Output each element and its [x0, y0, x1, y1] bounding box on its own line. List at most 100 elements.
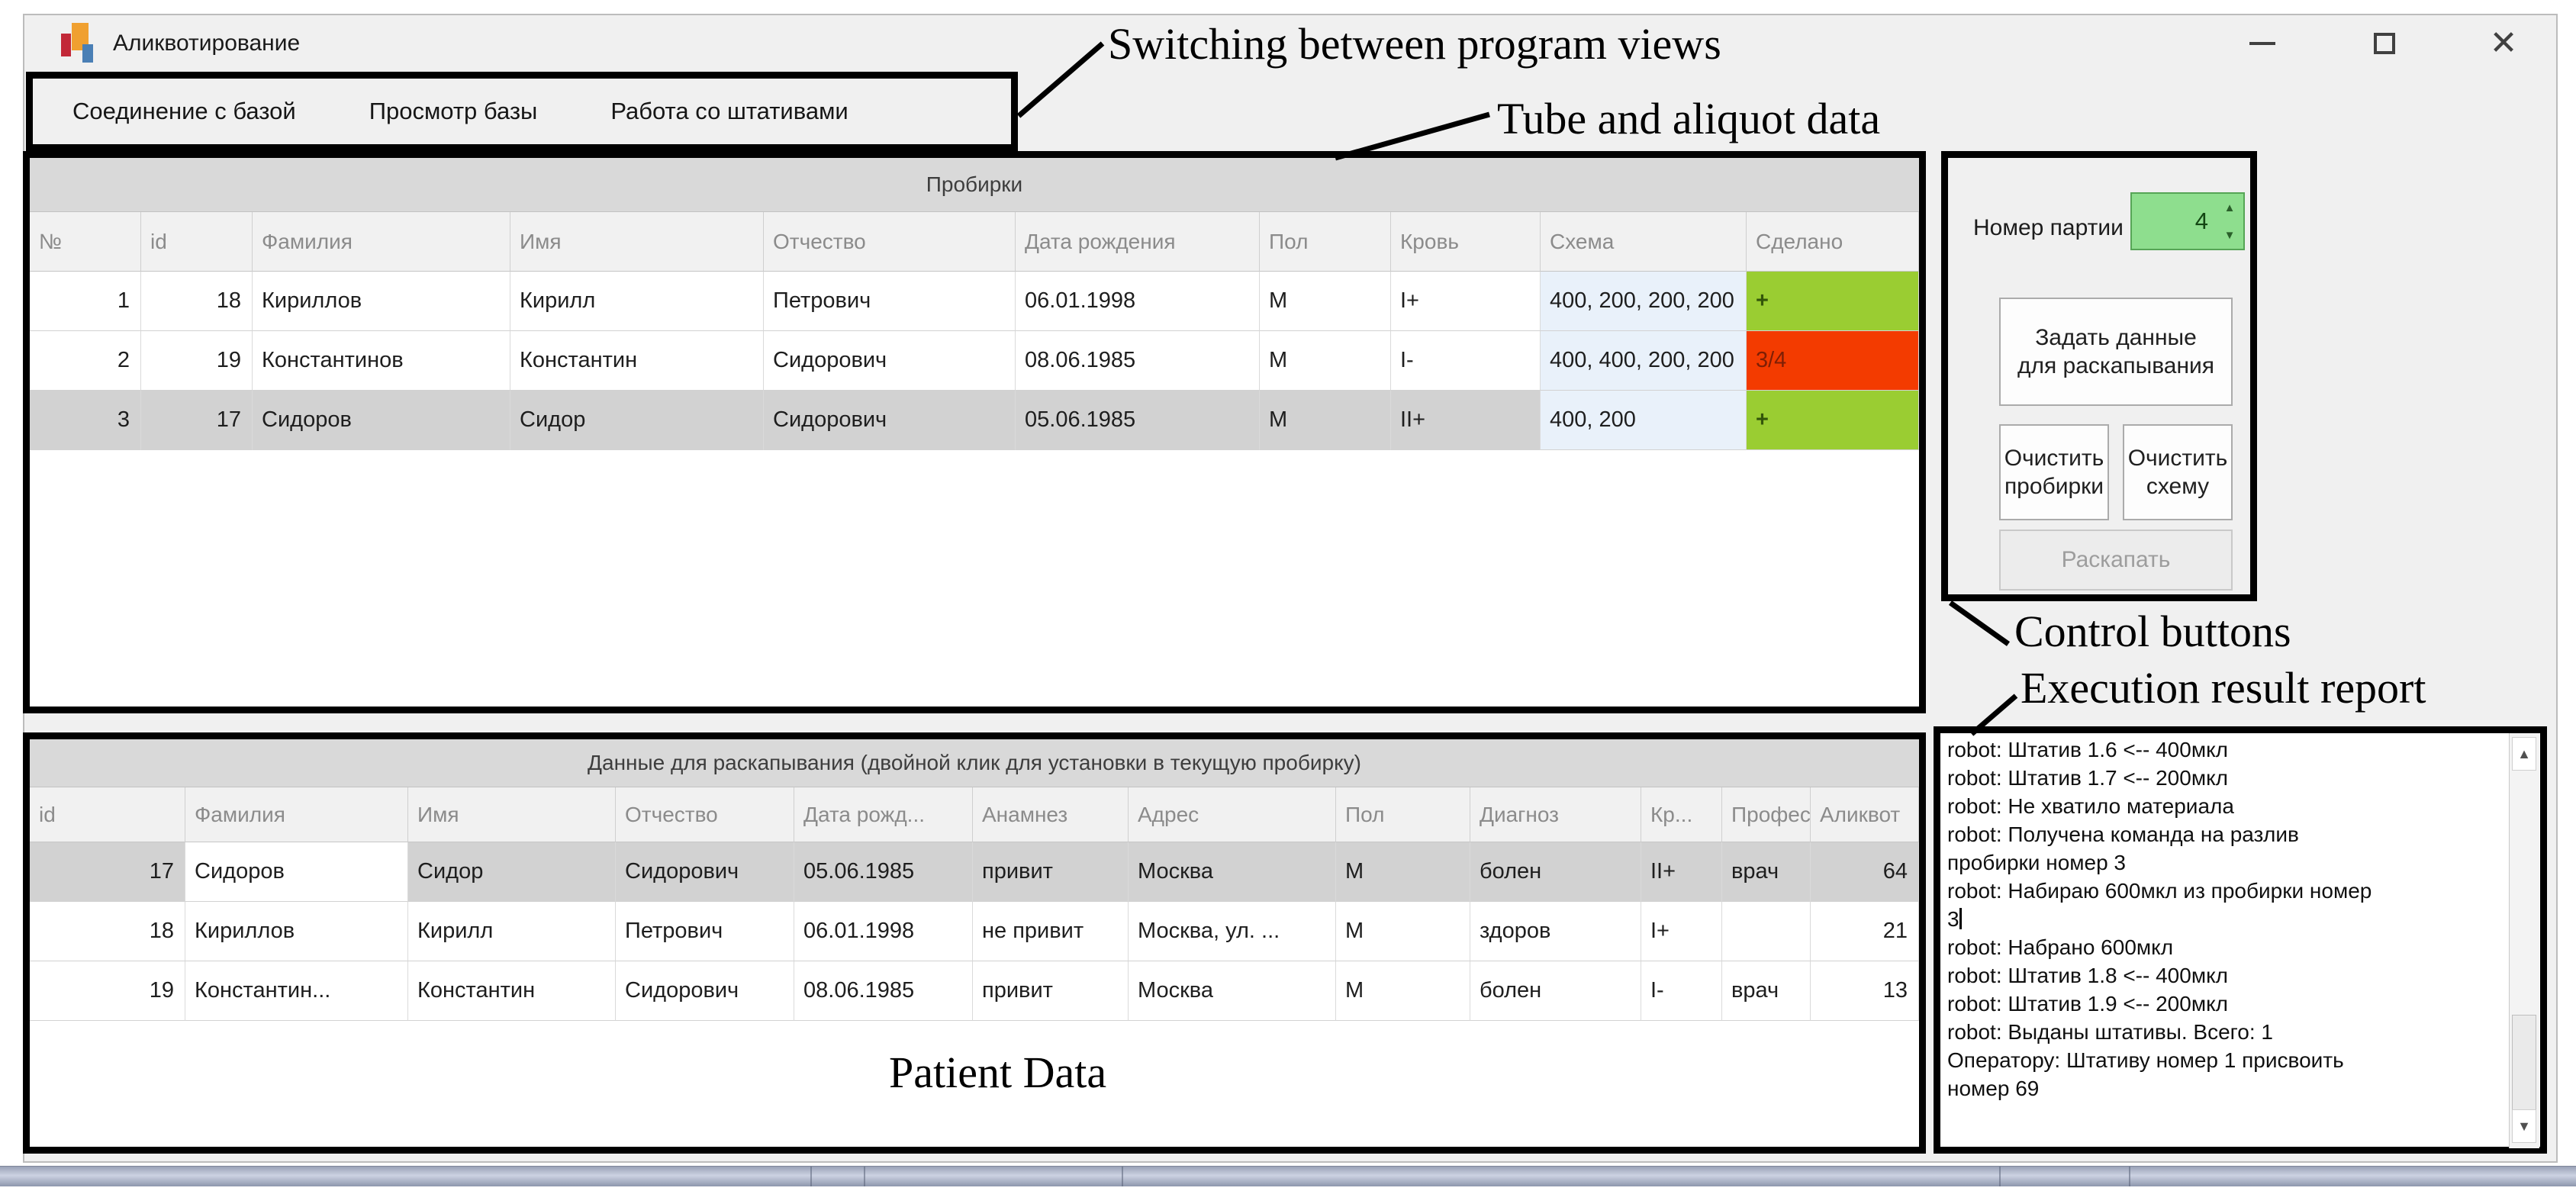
- tube-row-2-done-badge[interactable]: 3/4: [1747, 331, 1919, 391]
- tube-row-1-middlename[interactable]: Петрович: [764, 272, 1016, 331]
- spin-down-button[interactable]: ▼: [2216, 221, 2243, 249]
- tube-row-2-blood[interactable]: I-: [1391, 331, 1541, 391]
- patients-col-firstname[interactable]: Имя: [408, 787, 616, 842]
- patient-row-17-sex[interactable]: М: [1336, 842, 1470, 902]
- tube-row-1-lastname[interactable]: Кириллов: [253, 272, 510, 331]
- menu-item-db-view[interactable]: Просмотр базы: [369, 98, 538, 124]
- tubes-col-blood[interactable]: Кровь: [1391, 212, 1541, 272]
- tubes-col-num[interactable]: №: [30, 212, 141, 272]
- close-button[interactable]: ✕: [2477, 18, 2530, 69]
- tube-row-2-lastname[interactable]: Константинов: [253, 331, 510, 391]
- tubes-col-dob[interactable]: Дата рождения: [1016, 212, 1260, 272]
- patient-row-18-middlename[interactable]: Петрович: [616, 902, 794, 961]
- tube-row-3-done-badge[interactable]: +: [1747, 391, 1919, 450]
- patient-row-17-dob[interactable]: 05.06.1985: [794, 842, 973, 902]
- patient-row-19-profession[interactable]: врач: [1722, 961, 1811, 1021]
- patient-row-18-profession[interactable]: [1722, 902, 1811, 961]
- patient-row-17-address[interactable]: Москва: [1129, 842, 1336, 902]
- spin-up-button[interactable]: ▲: [2216, 194, 2243, 221]
- patients-col-aliquot[interactable]: Аликвот: [1811, 787, 1919, 842]
- tube-row-2-dob[interactable]: 08.06.1985: [1016, 331, 1260, 391]
- patient-row-18-diagnosis[interactable]: здоров: [1470, 902, 1641, 961]
- patients-col-id[interactable]: id: [30, 787, 185, 842]
- patient-row-19-firstname[interactable]: Константин: [408, 961, 616, 1021]
- tubes-col-middlename[interactable]: Отчество: [764, 212, 1016, 272]
- patient-row-17-lastname[interactable]: Сидоров: [185, 842, 408, 902]
- patient-row-18-address[interactable]: Москва, ул. ...: [1129, 902, 1336, 961]
- patients-col-sex[interactable]: Пол: [1336, 787, 1470, 842]
- patient-row-17-middlename[interactable]: Сидорович: [616, 842, 794, 902]
- patient-row-17-blood[interactable]: II+: [1641, 842, 1722, 902]
- patient-row-18-sex[interactable]: М: [1336, 902, 1470, 961]
- patient-row-18-blood[interactable]: I+: [1641, 902, 1722, 961]
- patient-row-19-id[interactable]: 19: [30, 961, 185, 1021]
- tubes-col-firstname[interactable]: Имя: [510, 212, 764, 272]
- patients-col-lastname[interactable]: Фамилия: [185, 787, 408, 842]
- maximize-button[interactable]: [2358, 18, 2411, 69]
- tube-row-2-firstname[interactable]: Константин: [510, 331, 764, 391]
- patients-col-address[interactable]: Адрес: [1129, 787, 1336, 842]
- tube-row-2-sex[interactable]: М: [1260, 331, 1391, 391]
- tubes-col-id[interactable]: id: [141, 212, 253, 272]
- clear-tubes-button[interactable]: Очистить пробирки: [1999, 424, 2109, 520]
- patient-row-18-aliquot[interactable]: 21: [1811, 902, 1919, 961]
- patient-row-19-lastname[interactable]: Константин...: [185, 961, 408, 1021]
- patient-row-19-middlename[interactable]: Сидорович: [616, 961, 794, 1021]
- tube-row-3-dob[interactable]: 05.06.1985: [1016, 391, 1260, 450]
- scroll-down-button[interactable]: ▼: [2512, 1109, 2536, 1143]
- tube-row-3-firstname[interactable]: Сидор: [510, 391, 764, 450]
- patients-col-diagnosis[interactable]: Диагноз: [1470, 787, 1641, 842]
- patient-row-17-id[interactable]: 17: [30, 842, 185, 902]
- patient-row-18-anamnesis[interactable]: не привит: [973, 902, 1129, 961]
- tube-row-3-middlename[interactable]: Сидорович: [764, 391, 1016, 450]
- patient-row-18-id[interactable]: 18: [30, 902, 185, 961]
- patient-row-17-firstname[interactable]: Сидор: [408, 842, 616, 902]
- tube-row-1-blood[interactable]: I+: [1391, 272, 1541, 331]
- patient-row-19-blood[interactable]: I-: [1641, 961, 1722, 1021]
- tubes-col-lastname[interactable]: Фамилия: [253, 212, 510, 272]
- taskbar[interactable]: [0, 1166, 2576, 1186]
- tube-row-2-num[interactable]: 2: [30, 331, 141, 391]
- tube-row-1-firstname[interactable]: Кирилл: [510, 272, 764, 331]
- patient-row-19-anamnesis[interactable]: привит: [973, 961, 1129, 1021]
- tube-row-1-schema[interactable]: 400, 200, 200, 200: [1541, 272, 1747, 331]
- tube-row-3-num[interactable]: 3: [30, 391, 141, 450]
- patient-row-19-aliquot[interactable]: 13: [1811, 961, 1919, 1021]
- menu-item-racks[interactable]: Работа со штативами: [610, 98, 848, 124]
- tube-row-3-blood[interactable]: II+: [1391, 391, 1541, 450]
- execution-log-panel[interactable]: [1934, 726, 2547, 1154]
- patient-row-19-dob[interactable]: 08.06.1985: [794, 961, 973, 1021]
- patients-col-blood[interactable]: Кр...: [1641, 787, 1722, 842]
- patient-row-18-firstname[interactable]: Кирилл: [408, 902, 616, 961]
- menu-item-db-connection[interactable]: Соединение с базой: [72, 98, 296, 124]
- dispense-button[interactable]: Раскапать: [1999, 530, 2233, 591]
- batch-number-value[interactable]: 4: [2194, 208, 2208, 234]
- batch-number-stepper[interactable]: 4 ▲ ▼: [2130, 192, 2245, 250]
- tube-row-3-schema[interactable]: 400, 200: [1541, 391, 1747, 450]
- set-dispense-data-button[interactable]: Задать данные для раскапывания: [1999, 298, 2233, 406]
- patient-row-19-diagnosis[interactable]: болен: [1470, 961, 1641, 1021]
- patient-row-17-anamnesis[interactable]: привит: [973, 842, 1129, 902]
- minimize-button[interactable]: [2236, 18, 2289, 69]
- tube-row-3-lastname[interactable]: Сидоров: [253, 391, 510, 450]
- tube-row-2-id[interactable]: 19: [141, 331, 253, 391]
- patient-row-19-address[interactable]: Москва: [1129, 961, 1336, 1021]
- patients-col-dob[interactable]: Дата рожд...: [794, 787, 973, 842]
- tube-row-3-id[interactable]: 17: [141, 391, 253, 450]
- tube-row-1-num[interactable]: 1: [30, 272, 141, 331]
- patient-row-19-sex[interactable]: М: [1336, 961, 1470, 1021]
- execution-log-text[interactable]: robot: Штатив 1.6 <-- 400мкл robot: Штат…: [1947, 736, 2481, 1102]
- tube-row-2-middlename[interactable]: Сидорович: [764, 331, 1016, 391]
- patient-row-17-profession[interactable]: врач: [1722, 842, 1811, 902]
- patients-col-profession[interactable]: Профес...: [1722, 787, 1811, 842]
- tube-row-1-dob[interactable]: 06.01.1998: [1016, 272, 1260, 331]
- patient-row-18-dob[interactable]: 06.01.1998: [794, 902, 973, 961]
- scrollbar-thumb[interactable]: [2512, 1015, 2536, 1115]
- tubes-col-schema[interactable]: Схема: [1541, 212, 1747, 272]
- patients-col-middlename[interactable]: Отчество: [616, 787, 794, 842]
- tube-row-1-id[interactable]: 18: [141, 272, 253, 331]
- patients-col-anamnesis[interactable]: Анамнез: [973, 787, 1129, 842]
- tube-row-2-schema[interactable]: 400, 400, 200, 200: [1541, 331, 1747, 391]
- tube-row-1-sex[interactable]: М: [1260, 272, 1391, 331]
- tubes-col-sex[interactable]: Пол: [1260, 212, 1391, 272]
